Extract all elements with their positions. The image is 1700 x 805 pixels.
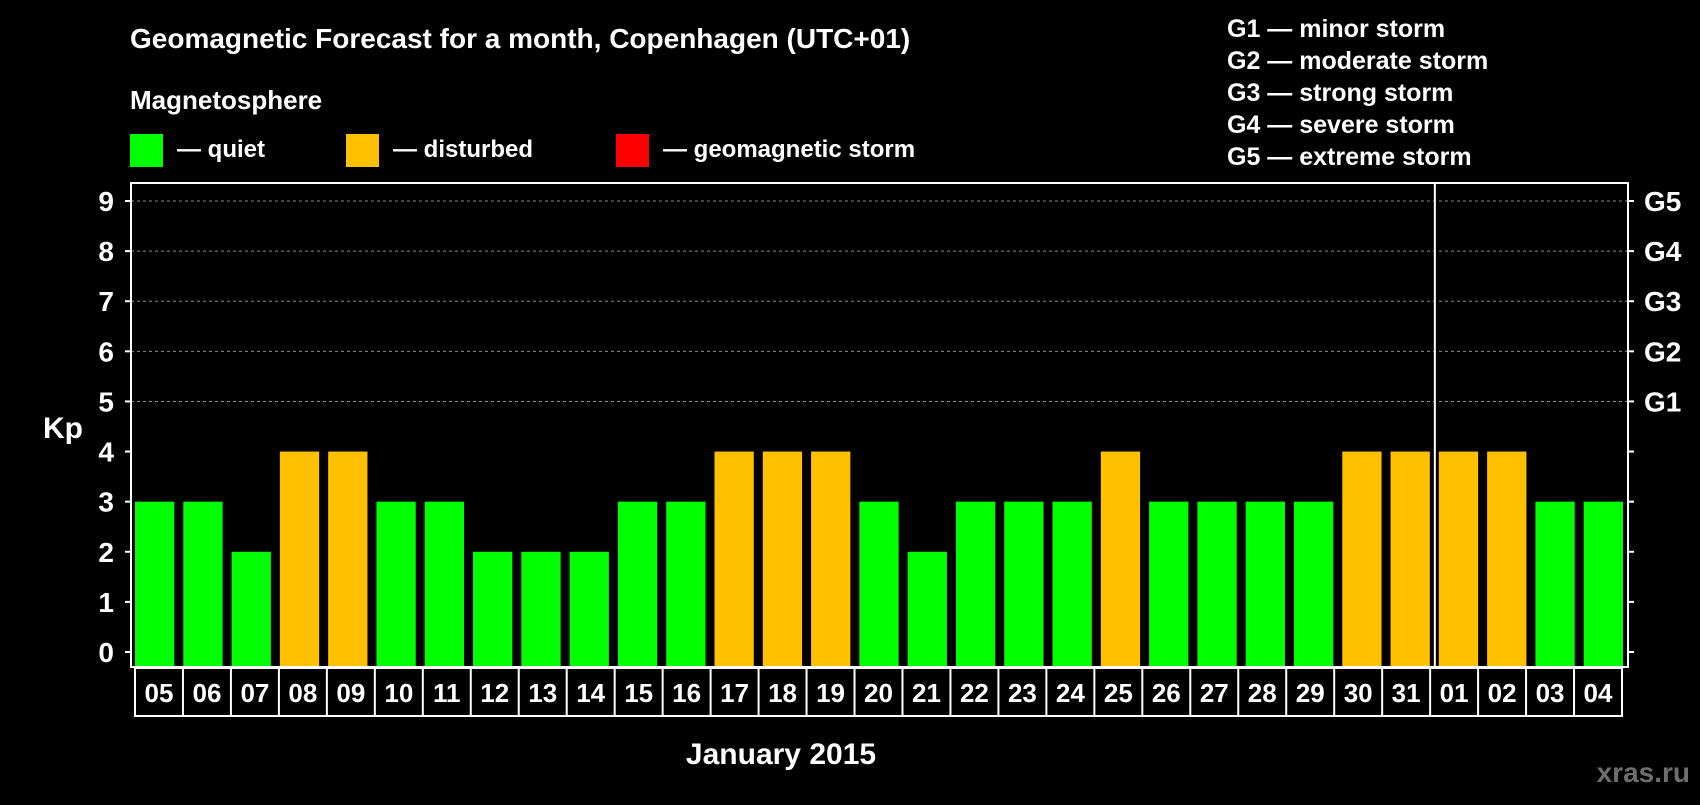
y-tick-label-1: 1 (98, 587, 114, 618)
x-tick-label-14-10: 14 (576, 678, 605, 708)
bar-17-13 (714, 451, 754, 667)
right-tick-label-g1: G1 (1644, 386, 1681, 417)
bar-22-18 (955, 501, 996, 667)
right-tick-label-g4: G4 (1644, 236, 1682, 267)
right-tick-label-g5: G5 (1644, 186, 1681, 217)
legend-swatch-storm (616, 134, 649, 167)
bar-15-11 (617, 501, 658, 667)
bar-13-9 (521, 551, 561, 667)
y-tick-label-5: 5 (98, 386, 114, 417)
bar-29-25 (1293, 501, 1334, 667)
bar-04-31 (1583, 501, 1623, 667)
bar-05-1 (135, 501, 175, 667)
x-tick-label-08-4: 08 (288, 678, 317, 708)
bar-21-17 (907, 551, 947, 667)
chart-title: Geomagnetic Forecast for a month, Copenh… (130, 23, 910, 54)
x-tick-label-09-5: 09 (336, 678, 365, 708)
storm-scale-g4: G4 — severe storm (1227, 111, 1455, 139)
x-tick-label-26-22: 26 (1152, 678, 1181, 708)
x-tick-label-29-25: 29 (1296, 678, 1325, 708)
date-row-frame (134, 667, 1623, 717)
bar-12-8 (473, 551, 513, 667)
x-tick-label-23-19: 23 (1008, 678, 1037, 708)
storm-scale-list: G1 — minor storm G2 — moderate storm G3 … (1227, 15, 1488, 171)
x-tick-label-28-24: 28 (1248, 678, 1277, 708)
bar-01-28 (1438, 451, 1479, 667)
y-tick-label-8: 8 (98, 236, 114, 267)
x-tick-label-20-16: 20 (864, 678, 893, 708)
x-tick-label-10-6: 10 (384, 678, 413, 708)
legend-swatch-quiet (130, 134, 163, 167)
bar-11-7 (424, 501, 465, 667)
x-tick-label-22-18: 22 (960, 678, 989, 708)
bar-10-6 (376, 501, 416, 667)
x-tick-label-04-31: 04 (1584, 678, 1613, 708)
x-tick-label-21-17: 21 (912, 678, 941, 708)
bar-07-3 (231, 551, 271, 667)
legend: — quiet — disturbed — geomagnetic storm (130, 134, 915, 167)
y-tick-label-9: 9 (98, 186, 114, 217)
right-tick-label-g2: G2 (1644, 336, 1681, 367)
x-tick-label-11-7: 11 (433, 678, 461, 708)
x-tick-label-31-27: 31 (1392, 678, 1421, 708)
storm-scale-g2: G2 — moderate storm (1227, 47, 1488, 75)
bar-31-27 (1390, 451, 1430, 667)
x-tick-label-02-29: 02 (1488, 678, 1517, 708)
bar-09-5 (328, 451, 368, 667)
x-tick-label-24-20: 24 (1056, 678, 1085, 708)
bar-16-12 (666, 501, 706, 667)
bar-27-23 (1197, 501, 1237, 667)
legend-swatch-disturbed (346, 134, 379, 167)
right-tick-label-g3: G3 (1644, 286, 1681, 317)
x-tick-label-07-3: 07 (240, 678, 269, 708)
bar-19-15 (811, 451, 851, 667)
bar-02-29 (1487, 451, 1527, 667)
bar-06-2 (183, 501, 223, 667)
x-tick-label-01-28: 01 (1440, 678, 1469, 708)
x-tick-label-16-12: 16 (672, 678, 701, 708)
y-tick-label-3: 3 (98, 487, 114, 518)
bar-28-24 (1245, 501, 1285, 667)
x-tick-label-03-30: 03 (1536, 678, 1565, 708)
storm-scale-g3: G3 — strong storm (1227, 79, 1453, 107)
x-tick-label-19-15: 19 (816, 678, 845, 708)
y-tick-label-7: 7 (98, 286, 114, 317)
bar-08-4 (279, 451, 320, 667)
legend-label-quiet: — quiet (177, 136, 265, 163)
bar-26-22 (1149, 501, 1189, 667)
x-tick-label-17-13: 17 (720, 678, 749, 708)
bar-24-20 (1052, 501, 1092, 667)
x-axis-label: January 2015 (686, 738, 876, 771)
y-axis-label: Kp (43, 412, 83, 445)
y-tick-label-2: 2 (98, 537, 114, 568)
storm-scale-g5: G5 — extreme storm (1227, 143, 1472, 171)
magnetosphere-label: Magnetosphere (130, 85, 322, 115)
x-tick-label-25-21: 25 (1104, 678, 1133, 708)
x-tick-label-18-14: 18 (768, 678, 797, 708)
y-tick-label-6: 6 (98, 336, 114, 367)
bar-20-16 (859, 501, 899, 667)
bar-30-26 (1342, 451, 1382, 667)
storm-scale-g1: G1 — minor storm (1227, 15, 1445, 43)
x-tick-label-05-1: 05 (145, 678, 174, 708)
bar-03-30 (1535, 501, 1575, 667)
y-tick-label-0: 0 (98, 637, 114, 668)
watermark: xras.ru (1597, 757, 1690, 788)
x-tick-label-30-26: 30 (1344, 678, 1373, 708)
legend-label-storm: — geomagnetic storm (663, 136, 915, 163)
y-tick-label-4: 4 (98, 437, 114, 468)
bar-23-19 (1004, 501, 1044, 667)
x-tick-label-06-2: 06 (192, 678, 221, 708)
bar-18-14 (762, 451, 803, 667)
bar-14-10 (569, 551, 609, 667)
legend-label-disturbed: — disturbed (393, 136, 533, 163)
x-tick-label-15-11: 15 (624, 678, 653, 708)
bar-25-21 (1100, 451, 1141, 667)
x-tick-label-27-23: 27 (1200, 678, 1229, 708)
x-tick-label-13-9: 13 (528, 678, 557, 708)
x-tick-label-12-8: 12 (480, 678, 509, 708)
